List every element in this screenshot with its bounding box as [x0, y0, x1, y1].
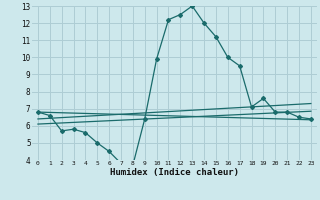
X-axis label: Humidex (Indice chaleur): Humidex (Indice chaleur) — [110, 168, 239, 177]
